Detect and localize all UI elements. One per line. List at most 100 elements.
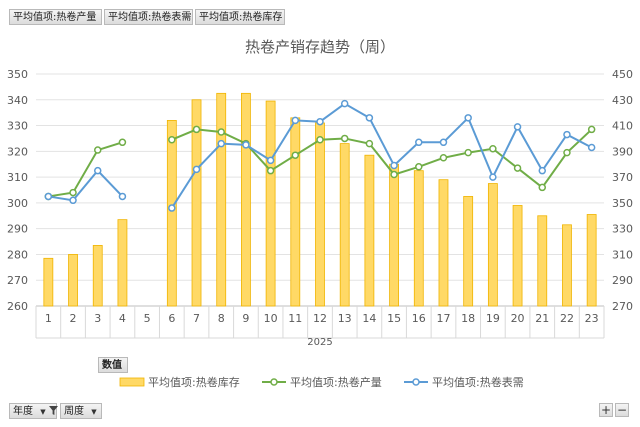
production-point (266, 166, 275, 175)
x-tick-label: 12 (313, 312, 327, 325)
demand-line (170, 102, 593, 209)
production-point (538, 183, 547, 192)
production-point (217, 128, 225, 136)
inventory-bar (562, 224, 572, 307)
x-tick-label: 1 (45, 312, 52, 325)
demand-point (563, 130, 571, 139)
x-tick-label: 10 (264, 312, 278, 325)
legend-swatch-inventory (119, 377, 145, 387)
production-point (489, 145, 497, 153)
pivot-field-inventory[interactable]: 平均值项:热卷库存 (195, 9, 285, 25)
production-point (563, 148, 571, 157)
chart-title: 热卷产销存趋势（周） (245, 38, 395, 56)
inventory-bar (413, 170, 424, 307)
pivot-field-demand[interactable]: 平均值项:热卷表需 (104, 9, 193, 25)
demand-point (365, 114, 374, 122)
production-point (415, 163, 423, 171)
y-left-tick-label: 270 (7, 274, 28, 287)
y-left-tick-label: 260 (7, 300, 28, 313)
inventory-bar (265, 100, 276, 307)
x-tick-label: 23 (585, 312, 599, 325)
y-left-tick-label: 320 (7, 145, 28, 158)
pivot-field-production[interactable]: 平均值项:热卷产量 (9, 9, 102, 25)
demand-point (266, 156, 275, 165)
production-point (291, 151, 300, 159)
x-tick-label: 2 (70, 312, 77, 325)
demand-point (316, 117, 324, 126)
x-tick-label: 15 (387, 312, 401, 325)
y-right-tick-label: 350 (612, 197, 633, 210)
production-point (192, 125, 201, 134)
demand-point (489, 173, 497, 181)
demand-point (291, 116, 300, 125)
x-tick-label: 8 (218, 312, 225, 325)
demand-point (513, 123, 522, 131)
inventory-bar (241, 92, 251, 307)
inventory-bar (92, 245, 103, 307)
x-tick-label: 11 (288, 312, 302, 325)
x-tick-label: 21 (535, 312, 549, 325)
x-tick-label: 14 (362, 312, 376, 325)
inventory-bar (117, 219, 128, 307)
production-line (171, 128, 593, 189)
y-left-tick-label: 330 (7, 120, 28, 133)
y-right-tick-label: 330 (612, 223, 633, 236)
inventory-bar (364, 154, 375, 307)
production-point (464, 148, 472, 157)
production-point (340, 134, 349, 143)
x-tick-label: 7 (193, 312, 200, 325)
inventory-bar (389, 163, 399, 307)
values-field-button[interactable]: 数值 (98, 357, 128, 373)
inventory-bar (191, 99, 202, 307)
y-right-tick-label: 390 (612, 145, 633, 158)
x-tick-label: 16 (412, 312, 426, 325)
demand-point (69, 196, 77, 205)
inventory-bar (315, 122, 325, 307)
inventory-bar (487, 183, 498, 307)
y-right-tick-label: 270 (612, 300, 633, 313)
demand-point (390, 161, 398, 170)
demand-point (538, 166, 547, 175)
demand-point (192, 165, 201, 174)
inventory-bar (586, 214, 597, 307)
demand-line (48, 169, 124, 202)
production-point (587, 125, 596, 134)
y-left-tick-label: 310 (7, 171, 28, 184)
inventory-bar (537, 215, 548, 307)
legend-marker-production (270, 378, 278, 386)
y-right-tick-label: 430 (612, 94, 633, 107)
chevron-down-icon: ▼ (40, 408, 46, 416)
legend-label: 平均值项:热卷库存 (148, 375, 240, 389)
production-point (93, 146, 102, 154)
x-tick-label: 18 (461, 312, 475, 325)
zoom-out-button[interactable]: − (615, 403, 629, 417)
row-field-year[interactable]: 年度 ▼ (9, 403, 58, 419)
y-right-tick-label: 290 (612, 274, 633, 287)
demand-point (587, 143, 596, 152)
x-tick-label: 6 (168, 312, 175, 325)
y-right-tick-label: 450 (612, 68, 633, 81)
inventory-bar (290, 117, 301, 307)
inventory-bar (68, 254, 78, 307)
inventory-bar (438, 179, 449, 307)
demand-point (93, 166, 102, 175)
y-right-tick-label: 310 (612, 248, 633, 261)
legend: 平均值项:热卷库存 平均值项:热卷产量 平均值项:热卷表需 (119, 375, 524, 389)
line-series (44, 99, 596, 212)
demand-point (415, 138, 423, 147)
y-right-tick-label: 410 (612, 120, 633, 133)
inventory-bar (512, 205, 523, 307)
y-left-tick-label: 280 (7, 248, 28, 261)
row-field-week-label: 周度 (64, 406, 84, 417)
inventory-bar (463, 196, 474, 307)
inventory-bar (216, 92, 227, 307)
y-right-tick-label: 370 (612, 171, 633, 184)
y-left-tick-label: 340 (7, 94, 28, 107)
production-point (69, 188, 77, 197)
demand-point (340, 99, 349, 108)
row-field-week[interactable]: 周度 ▼ (60, 403, 102, 419)
x-tick-label: 13 (338, 312, 352, 325)
y-left-tick-label: 300 (7, 197, 28, 210)
zoom-in-button[interactable]: + (599, 403, 613, 417)
demand-point (464, 114, 472, 122)
